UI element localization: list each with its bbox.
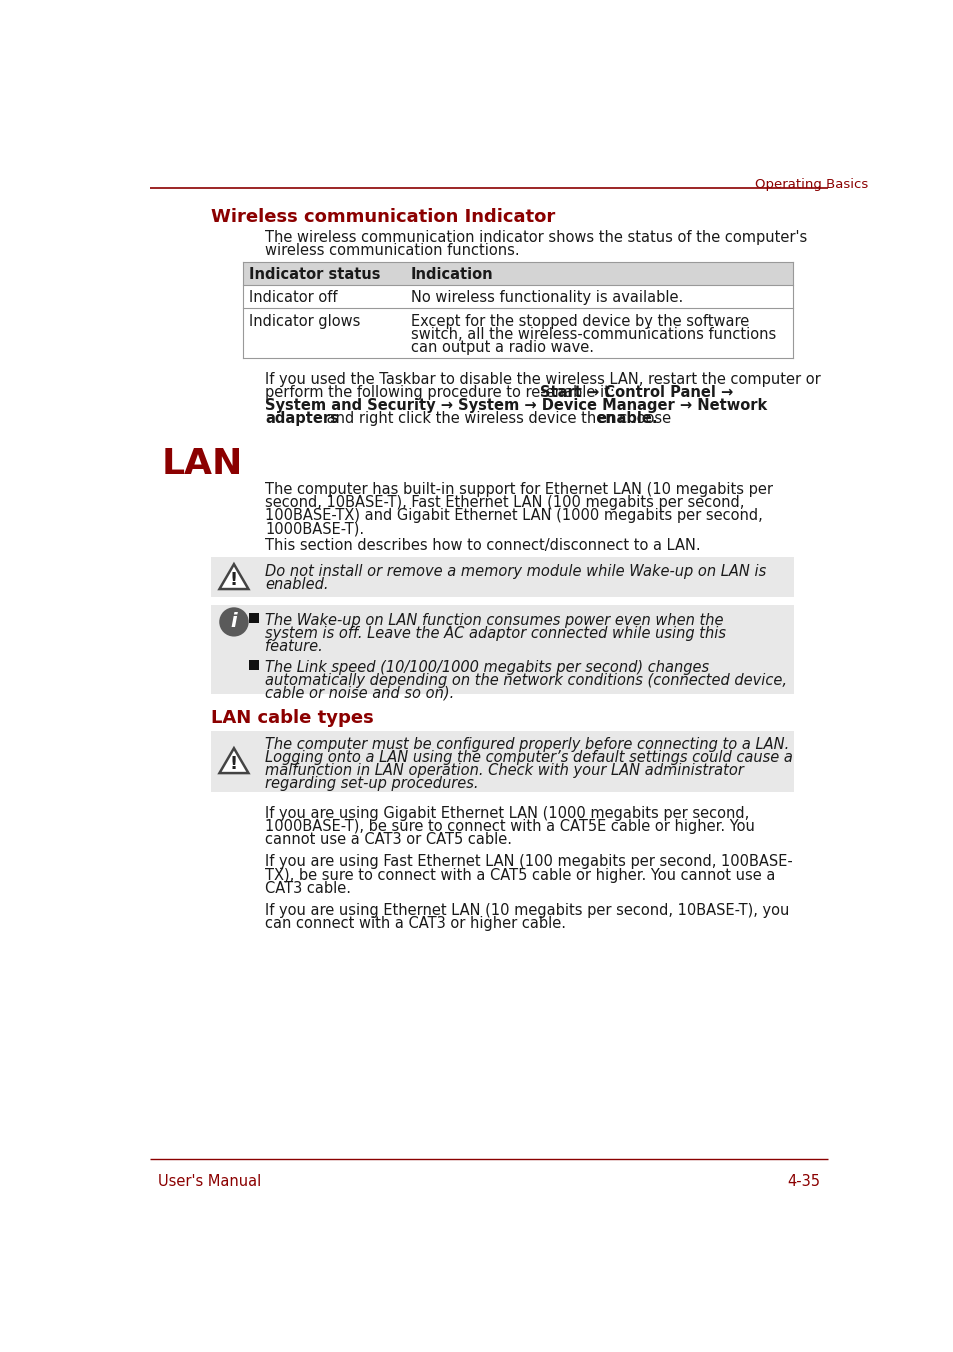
Text: automatically depending on the network conditions (connected device,: automatically depending on the network c… — [265, 673, 786, 688]
Text: If you are using Fast Ethernet LAN (100 megabits per second, 100BASE-: If you are using Fast Ethernet LAN (100 … — [265, 854, 792, 869]
Text: cable or noise and so on).: cable or noise and so on). — [265, 685, 454, 700]
Text: regarding set-up procedures.: regarding set-up procedures. — [265, 776, 478, 791]
Text: and right click the wireless device then choose: and right click the wireless device then… — [322, 411, 676, 426]
Text: Wireless communication Indicator: Wireless communication Indicator — [211, 208, 555, 226]
Text: Operating Basics: Operating Basics — [754, 177, 867, 191]
Text: switch, all the wireless-communications functions: switch, all the wireless-communications … — [410, 327, 775, 342]
Text: If you used the Taskbar to disable the wireless LAN, restart the computer or: If you used the Taskbar to disable the w… — [265, 372, 820, 387]
Text: 4-35: 4-35 — [787, 1174, 820, 1188]
Text: malfunction in LAN operation. Check with your LAN administrator: malfunction in LAN operation. Check with… — [265, 763, 743, 777]
Text: This section describes how to connect/disconnect to a LAN.: This section describes how to connect/di… — [265, 538, 700, 553]
Text: perform the following procedure to re-enable it:: perform the following procedure to re-en… — [265, 385, 618, 400]
Text: CAT3 cable.: CAT3 cable. — [265, 880, 351, 895]
Text: 1000BASE-T).: 1000BASE-T). — [265, 521, 364, 535]
Text: TX), be sure to connect with a CAT5 cable or higher. You cannot use a: TX), be sure to connect with a CAT5 cabl… — [265, 868, 775, 883]
Bar — [243, 261, 793, 285]
Circle shape — [219, 607, 249, 637]
Text: LAN: LAN — [162, 448, 243, 481]
Text: system is off. Leave the AC adaptor connected while using this: system is off. Leave the AC adaptor conn… — [265, 626, 725, 641]
Text: Indicator off: Indicator off — [249, 291, 337, 306]
Text: Except for the stopped device by the software: Except for the stopped device by the sof… — [410, 314, 748, 329]
Text: Start → Control Panel →: Start → Control Panel → — [539, 385, 732, 400]
Text: enable.: enable. — [596, 411, 658, 426]
Text: !: ! — [230, 756, 237, 773]
Text: second, 10BASE-T), Fast Ethernet LAN (100 megabits per second,: second, 10BASE-T), Fast Ethernet LAN (10… — [265, 495, 743, 510]
Text: The wireless communication indicator shows the status of the computer's: The wireless communication indicator sho… — [265, 230, 806, 245]
Text: i: i — [231, 612, 237, 631]
Text: Indication: Indication — [410, 266, 493, 283]
Text: If you are using Gigabit Ethernet LAN (1000 megabits per second,: If you are using Gigabit Ethernet LAN (1… — [265, 806, 748, 821]
Polygon shape — [219, 748, 248, 773]
Text: Indicator glows: Indicator glows — [249, 314, 360, 329]
Text: adapters: adapters — [265, 411, 338, 426]
Text: If you are using Ethernet LAN (10 megabits per second, 10BASE-T), you: If you are using Ethernet LAN (10 megabi… — [265, 903, 788, 918]
Bar — [211, 557, 793, 598]
Text: No wireless functionality is available.: No wireless functionality is available. — [410, 291, 682, 306]
Polygon shape — [219, 564, 248, 589]
Text: feature.: feature. — [265, 639, 322, 654]
Text: The computer has built-in support for Ethernet LAN (10 megabits per: The computer has built-in support for Et… — [265, 481, 772, 496]
Text: wireless communication functions.: wireless communication functions. — [265, 243, 519, 258]
Text: can output a radio wave.: can output a radio wave. — [410, 341, 593, 356]
Text: LAN cable types: LAN cable types — [211, 708, 373, 727]
Text: The Wake-up on LAN function consumes power even when the: The Wake-up on LAN function consumes pow… — [265, 612, 722, 627]
Text: User's Manual: User's Manual — [158, 1174, 261, 1188]
Text: System and Security → System → Device Manager → Network: System and Security → System → Device Ma… — [265, 397, 766, 412]
Text: can connect with a CAT3 or higher cable.: can connect with a CAT3 or higher cable. — [265, 917, 565, 932]
Text: The Link speed (10/100/1000 megabits per second) changes: The Link speed (10/100/1000 megabits per… — [265, 660, 708, 675]
Text: cannot use a CAT3 or CAT5 cable.: cannot use a CAT3 or CAT5 cable. — [265, 831, 512, 848]
Text: The computer must be configured properly before connecting to a LAN.: The computer must be configured properly… — [265, 737, 788, 752]
Text: 100BASE-TX) and Gigabit Ethernet LAN (1000 megabits per second,: 100BASE-TX) and Gigabit Ethernet LAN (10… — [265, 508, 761, 523]
Text: Do not install or remove a memory module while Wake-up on LAN is: Do not install or remove a memory module… — [265, 564, 765, 579]
Text: Logging onto a LAN using the computer’s default settings could cause a: Logging onto a LAN using the computer’s … — [265, 750, 792, 765]
Bar — [211, 730, 793, 792]
Bar — [211, 604, 793, 694]
Text: Indicator status: Indicator status — [249, 266, 380, 283]
Text: 1000BASE-T), be sure to connect with a CAT5E cable or higher. You: 1000BASE-T), be sure to connect with a C… — [265, 819, 754, 834]
Text: enabled.: enabled. — [265, 577, 328, 592]
Text: !: ! — [230, 572, 237, 589]
